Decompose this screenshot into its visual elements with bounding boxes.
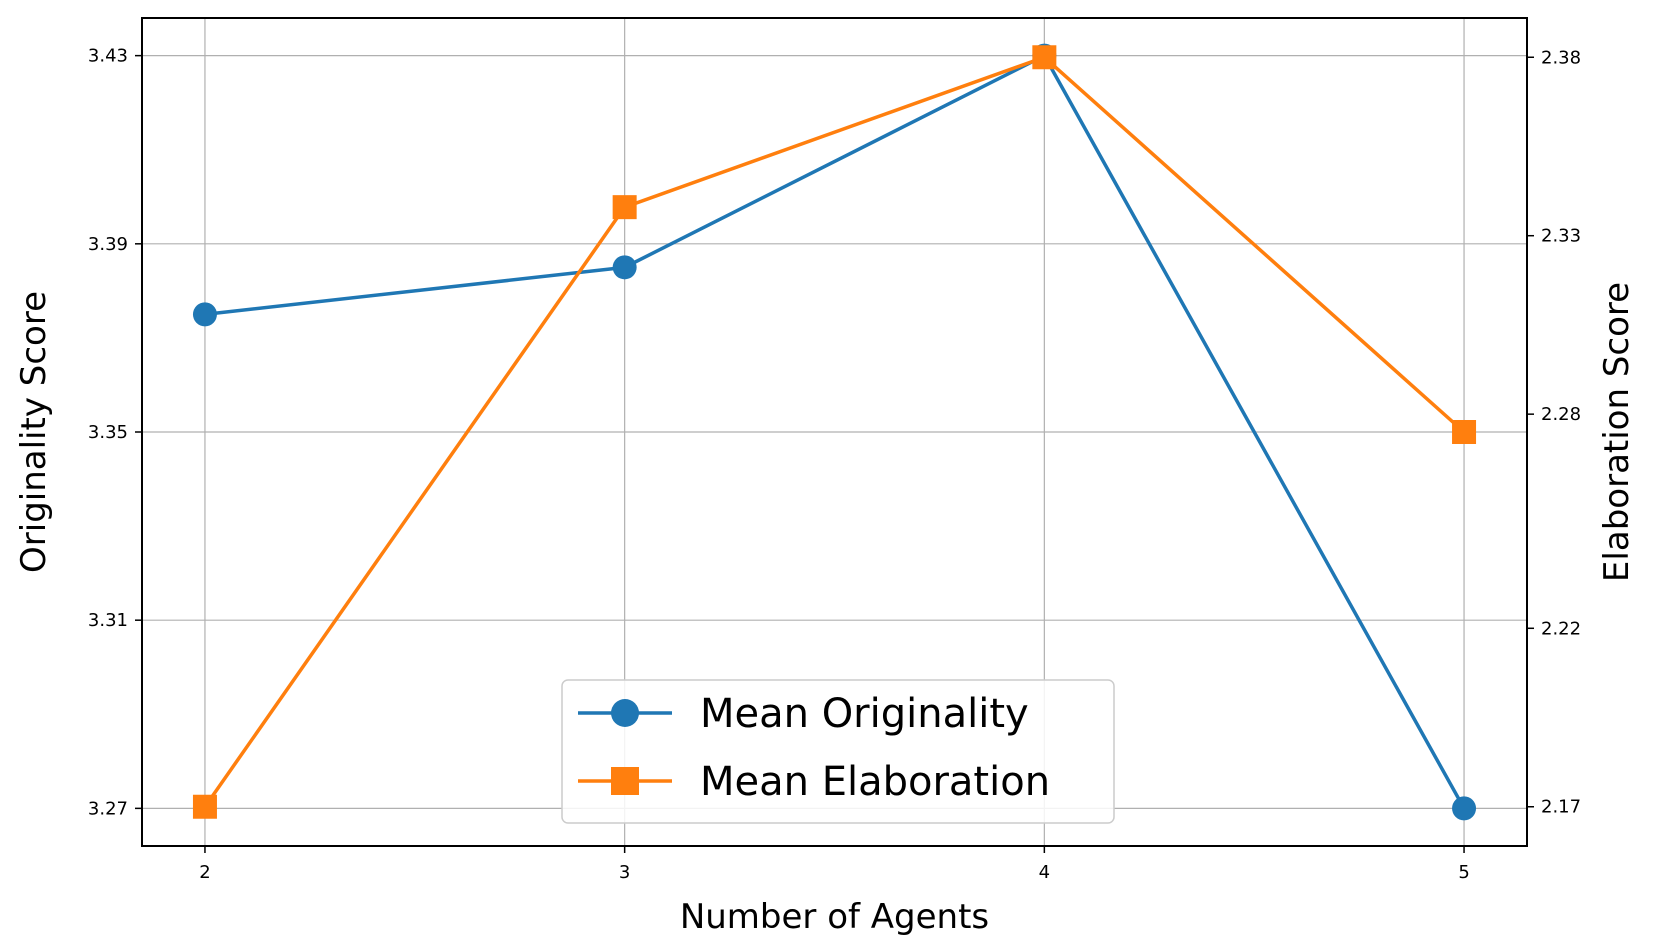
legend-entry-mean-originality: Mean Originality: [578, 691, 1029, 737]
y-right-tick-label: 2.28: [1541, 404, 1581, 425]
data-point-mean-originality: [192, 302, 217, 327]
data-point-mean-elaboration: [1452, 420, 1477, 444]
legend-marker-square: [611, 767, 639, 795]
y-left-tick-label: 3.31: [88, 610, 128, 631]
legend-label-originality: Mean Originality: [700, 691, 1029, 737]
x-tick-label: 5: [1458, 862, 1469, 883]
legend: Mean Originality Mean Elaboration: [561, 679, 1115, 824]
x-tick-label: 3: [619, 862, 630, 883]
legend-box: [561, 679, 1115, 824]
y-left-tick-label: 3.35: [88, 422, 128, 443]
y-right-tick-label: 2.17: [1541, 797, 1581, 818]
y-right-tick-label: 2.22: [1541, 618, 1581, 639]
y-right-tick-label: 2.33: [1541, 226, 1581, 247]
data-point-mean-originality: [612, 255, 637, 280]
legend-marker-circle: [611, 699, 639, 727]
data-point-mean-elaboration: [192, 794, 217, 819]
series-line-mean-originality: [204, 53, 1466, 810]
data-point-mean-originality: [1452, 796, 1477, 821]
legend-label-elaboration: Mean Elaboration: [700, 759, 1050, 805]
y-left-tick-label: 3.43: [88, 46, 128, 67]
y-right-tick-label: 2.38: [1541, 47, 1581, 68]
series-line-mean-elaboration: [203, 55, 1466, 808]
legend-entry-mean-elaboration: Mean Elaboration: [578, 759, 1050, 805]
x-tick-label: 2: [199, 862, 210, 883]
y-axis-left-title: Originality Score: [14, 291, 54, 573]
data-point-mean-elaboration: [1032, 45, 1057, 70]
y-left-tick-label: 3.39: [88, 234, 128, 255]
y-axis-right-title: Elaboration Score: [1597, 282, 1637, 582]
x-tick-label: 4: [1039, 862, 1050, 883]
y-left-tick-label: 3.27: [88, 798, 128, 819]
x-axis-title: Number of Agents: [680, 897, 989, 937]
series-layer: [192, 43, 1477, 821]
data-point-mean-elaboration: [612, 195, 637, 220]
ticks: 2 3 4 5 3.27 3.31 3.35 3.39 3.43 2.17 2.22 2.28 2.33…: [88, 46, 1581, 883]
